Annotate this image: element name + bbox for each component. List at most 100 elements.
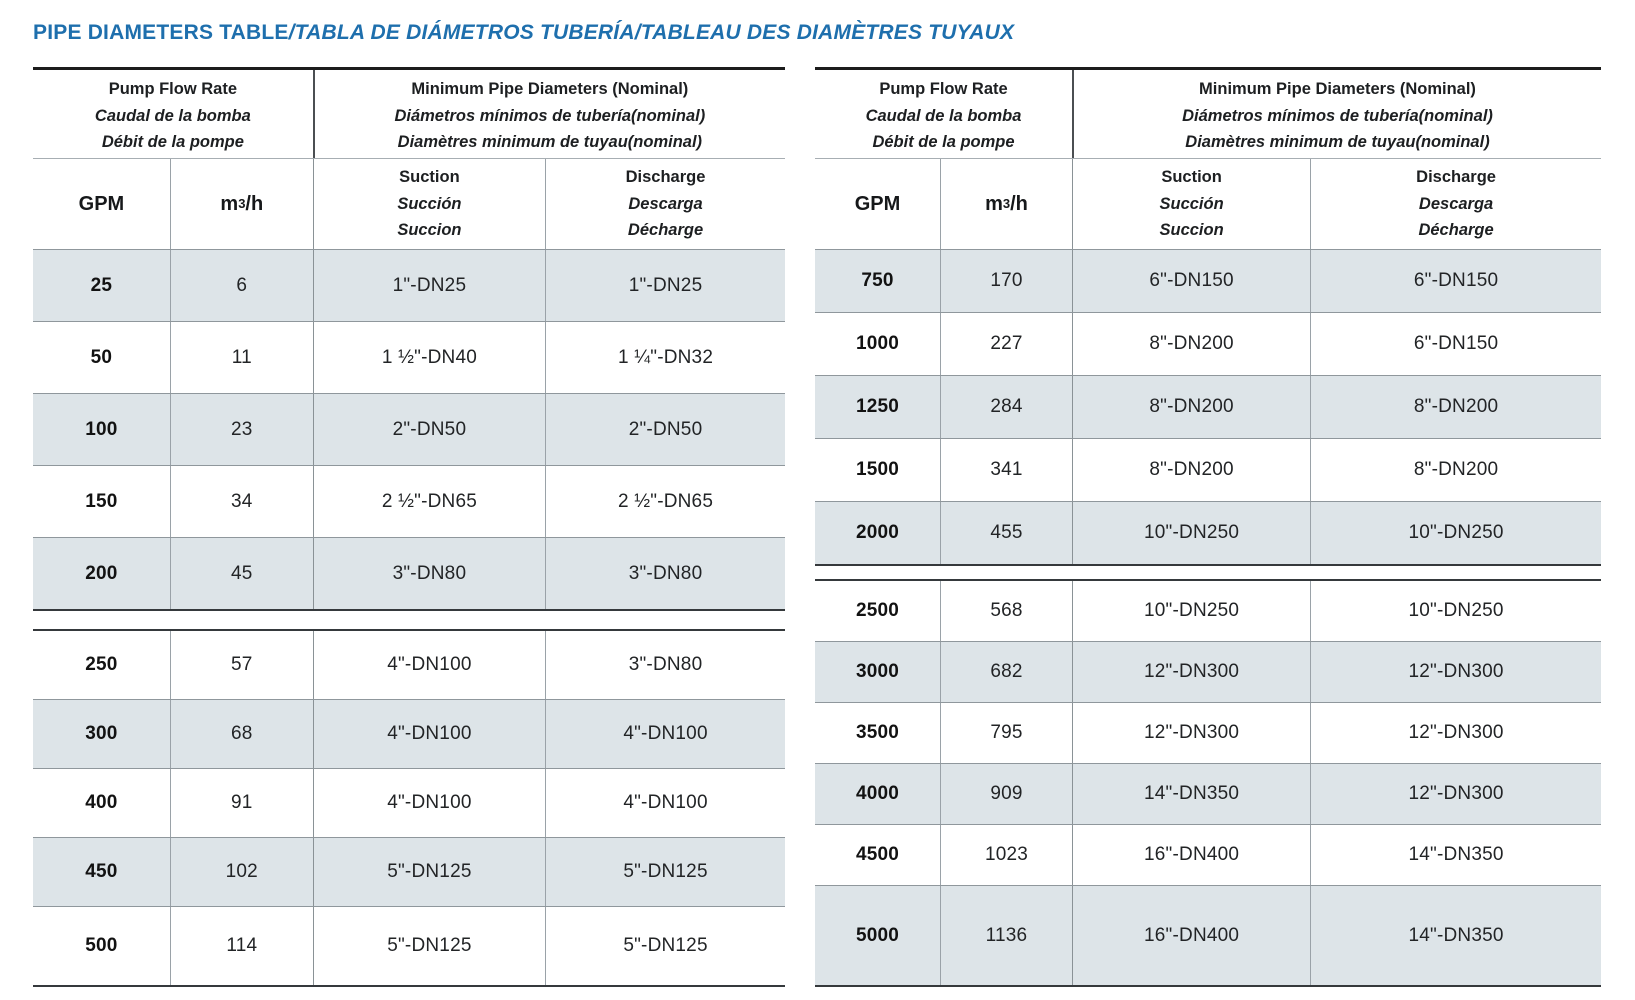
suction-cell: 5"-DN125 xyxy=(312,907,545,985)
table-row: 300 68 4"-DN100 4"-DN100 xyxy=(33,699,785,768)
suction-cell: 8"-DN200 xyxy=(1072,313,1310,375)
m3h-cell: 795 xyxy=(939,703,1072,763)
discharge-cell: 2"-DN50 xyxy=(545,394,785,465)
gpm-cell: 300 xyxy=(85,723,118,744)
discharge-cell: 1"-DN25 xyxy=(545,250,785,321)
discharge-label-en: Discharge xyxy=(625,168,706,187)
discharge-cell: 14"-DN350 xyxy=(1310,825,1601,885)
group-header-row: Pump Flow Rate Caudal de la bomba Débit … xyxy=(815,70,1601,159)
m3h-cell: 1136 xyxy=(939,886,1072,985)
suction-cell: 1 ½"-DN40 xyxy=(312,322,545,393)
suction-label-es: Succión xyxy=(1159,194,1224,213)
suction-cell: 10"-DN250 xyxy=(1072,502,1310,564)
table-row: 5000 1136 16"-DN400 14"-DN350 xyxy=(815,885,1601,985)
m3h-cell: 45 xyxy=(169,538,313,609)
m3h-cell: 909 xyxy=(939,764,1072,824)
diameters-group-header: Minimum Pipe Diameters (Nominal) Diámetr… xyxy=(312,70,785,158)
pipe-diameters-table-left: Pump Flow Rate Caudal de la bomba Débit … xyxy=(33,67,785,987)
suction-cell: 4"-DN100 xyxy=(312,769,545,837)
gpm-cell: 1000 xyxy=(855,333,900,354)
m3h-column-header: m 3/h xyxy=(169,159,313,249)
diameters-label-en: Minimum Pipe Diameters (Nominal) xyxy=(1199,80,1476,99)
discharge-cell: 2 ½"-DN65 xyxy=(545,466,785,537)
table-row: 1500 341 8"-DN200 8"-DN200 xyxy=(815,438,1601,501)
gpm-cell: 5000 xyxy=(855,924,900,946)
table-row: 2500 568 10"-DN250 10"-DN250 xyxy=(815,581,1601,641)
diameters-group-header: Minimum Pipe Diameters (Nominal) Diámetr… xyxy=(1072,70,1601,158)
suction-cell: 4"-DN100 xyxy=(312,700,545,768)
discharge-cell: 3"-DN80 xyxy=(545,538,785,609)
gpm-cell: 4500 xyxy=(855,844,900,865)
gpm-cell: 500 xyxy=(85,935,118,956)
gpm-column-header: GPM xyxy=(78,192,125,215)
m3h-cell: 568 xyxy=(939,581,1072,641)
flow-rate-label-es: Caudal de la bomba xyxy=(865,106,1022,125)
discharge-cell: 5"-DN125 xyxy=(545,838,785,906)
m3h-rest: /h xyxy=(1010,192,1028,215)
suction-cell: 12"-DN300 xyxy=(1072,703,1310,763)
m3h-cell: 102 xyxy=(169,838,313,906)
table-row: 2000 455 10"-DN250 10"-DN250 xyxy=(815,501,1601,564)
table-row: 1000 227 8"-DN200 6"-DN150 xyxy=(815,312,1601,375)
flow-rate-label-fr: Débit de la pompe xyxy=(101,133,244,152)
gpm-cell: 2500 xyxy=(855,600,900,621)
gpm-cell: 4000 xyxy=(855,783,900,804)
m3h-base: m xyxy=(985,192,1003,215)
suction-label-en: Suction xyxy=(1161,168,1222,187)
m3h-cell: 1023 xyxy=(939,825,1072,885)
table-section: 250 57 4"-DN100 3"-DN80 300 68 4"-DN100 4"-DN10… xyxy=(33,629,785,987)
suction-cell: 16"-DN400 xyxy=(1072,825,1310,885)
gpm-cell: 3500 xyxy=(855,722,900,743)
suction-cell: 1"-DN25 xyxy=(312,250,545,321)
suction-cell: 2"-DN50 xyxy=(312,394,545,465)
table-row: 500 114 5"-DN125 5"-DN125 xyxy=(33,906,785,985)
m3h-cell: 6 xyxy=(169,250,313,321)
m3h-cell: 341 xyxy=(939,439,1072,501)
gpm-cell: 3000 xyxy=(855,661,900,682)
discharge-cell: 12"-DN300 xyxy=(1310,642,1601,702)
table-row: 3500 795 12"-DN300 12"-DN300 xyxy=(815,702,1601,763)
table-row: 25 6 1"-DN25 1"-DN25 xyxy=(33,250,785,321)
discharge-label-en: Discharge xyxy=(1416,168,1496,187)
gpm-cell: 25 xyxy=(90,274,113,296)
table-row: 1250 284 8"-DN200 8"-DN200 xyxy=(815,375,1601,438)
page-title: PIPE DIAMETERS TABLE/TABLA DE DIÁMETROS … xyxy=(33,20,1605,46)
gpm-cell: 250 xyxy=(85,654,118,675)
gpm-cell: 400 xyxy=(85,792,118,813)
discharge-cell: 10"-DN250 xyxy=(1310,581,1601,641)
discharge-cell: 4"-DN100 xyxy=(545,700,785,768)
gpm-cell: 2000 xyxy=(855,522,900,543)
suction-cell: 4"-DN100 xyxy=(312,631,545,699)
table-row: 4500 1023 16"-DN400 14"-DN350 xyxy=(815,824,1601,885)
m3h-cell: 91 xyxy=(169,769,313,837)
gpm-cell: 100 xyxy=(85,418,118,440)
discharge-cell: 8"-DN200 xyxy=(1310,439,1601,501)
diameters-label-es: Diámetros mínimos de tubería(nominal) xyxy=(394,106,706,125)
gpm-cell: 1500 xyxy=(855,459,900,480)
m3h-cell: 170 xyxy=(939,250,1072,312)
section-gap xyxy=(815,566,1601,579)
discharge-cell: 8"-DN200 xyxy=(1310,376,1601,438)
flow-rate-group-header: Pump Flow Rate Caudal de la bomba Débit … xyxy=(815,70,1072,158)
suction-cell: 5"-DN125 xyxy=(312,838,545,906)
flow-rate-label-en: Pump Flow Rate xyxy=(108,80,238,99)
diameters-label-en: Minimum Pipe Diameters (Nominal) xyxy=(411,80,689,99)
suction-cell: 16"-DN400 xyxy=(1072,886,1310,985)
gpm-cell: 150 xyxy=(85,490,118,512)
suction-column-header: Suction Succión Succion xyxy=(1072,159,1310,249)
suction-column-header: Suction Succión Succion xyxy=(312,159,545,249)
table-body: 750 170 6"-DN150 6"-DN150 1000 227 8"-DN200 6"-… xyxy=(815,250,1601,987)
suction-cell: 8"-DN200 xyxy=(1072,376,1310,438)
m3h-cell: 23 xyxy=(169,394,313,465)
table-row: 400 91 4"-DN100 4"-DN100 xyxy=(33,768,785,837)
m3h-base: m xyxy=(220,192,239,215)
suction-cell: 3"-DN80 xyxy=(312,538,545,609)
suction-cell: 6"-DN150 xyxy=(1072,250,1310,312)
discharge-cell: 3"-DN80 xyxy=(545,631,785,699)
table-body: 25 6 1"-DN25 1"-DN25 50 11 1 ½"-DN40 1 ¼"-DN32 1… xyxy=(33,250,785,987)
suction-label-en: Suction xyxy=(399,168,460,187)
suction-cell: 8"-DN200 xyxy=(1072,439,1310,501)
column-header-row: GPM m 3/h Suction Succión Succion Dischar… xyxy=(815,159,1601,250)
flow-rate-label-fr: Débit de la pompe xyxy=(872,133,1015,152)
